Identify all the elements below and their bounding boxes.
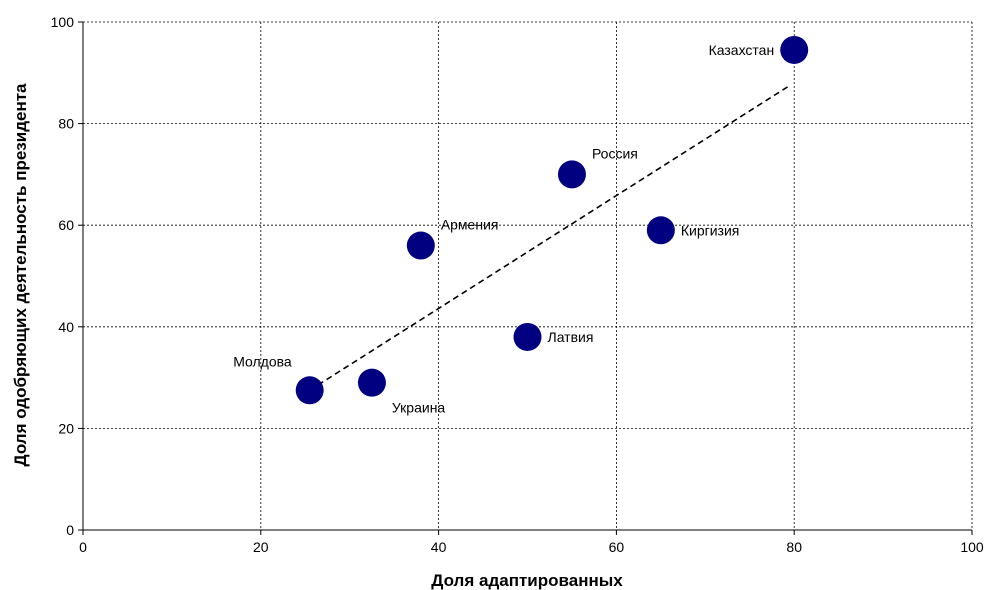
y-tick-label: 40 <box>58 319 74 335</box>
x-tick-label: 20 <box>253 539 269 555</box>
data-point <box>357 368 386 397</box>
point-label: Украина <box>392 400 446 416</box>
y-tick-label: 0 <box>66 522 74 538</box>
data-point <box>513 322 542 351</box>
x-tick-label: 0 <box>79 539 87 555</box>
point-label: Латвия <box>548 329 594 345</box>
point-label: Россия <box>592 145 638 161</box>
y-tick-label: 60 <box>58 217 74 233</box>
data-point <box>295 376 324 405</box>
point-label: Молдова <box>233 353 292 369</box>
point-label: Киргизия <box>681 222 740 238</box>
trendline-layer <box>309 84 791 391</box>
axes: 0 20 40 60 80 100 0 20 40 60 80 100 <box>51 14 984 555</box>
y-axis-title: Доля одобряющих деятельность президента <box>11 83 30 467</box>
x-axis-title: Доля адаптированных <box>431 571 623 590</box>
trendline <box>309 84 791 391</box>
data-point <box>406 231 435 260</box>
y-tick-label: 80 <box>58 116 74 132</box>
x-tick-label: 40 <box>431 539 447 555</box>
x-tick-label: 100 <box>960 539 984 555</box>
y-tick-label: 20 <box>58 420 74 436</box>
point-label: Армения <box>441 217 499 233</box>
data-point <box>780 35 809 64</box>
grid <box>83 21 973 530</box>
point-labels-layer: Молдова Украина Армения Латвия Россия Киргизи… <box>233 42 774 416</box>
points-layer <box>295 35 809 405</box>
data-point <box>557 160 586 189</box>
x-tick-label: 80 <box>786 539 802 555</box>
y-tick-label: 100 <box>51 14 75 30</box>
data-point <box>646 216 675 245</box>
point-label: Казахстан <box>709 42 775 58</box>
x-tick-label: 60 <box>609 539 625 555</box>
